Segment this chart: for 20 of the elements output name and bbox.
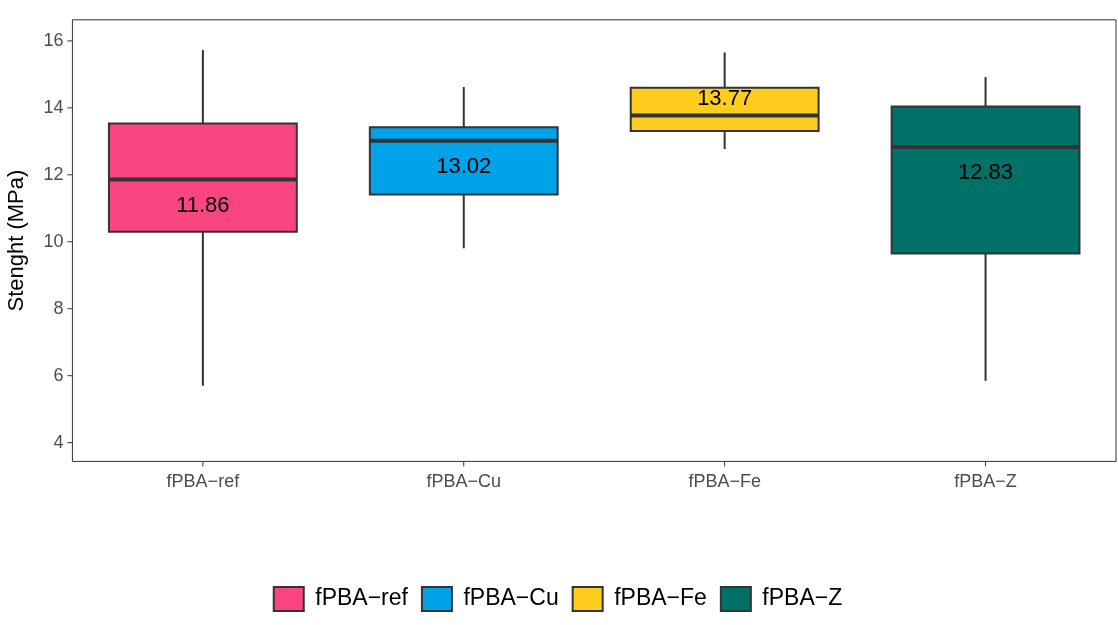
text: 13.02	[436, 152, 492, 178]
x-tick-label: fPBA−Cu	[426, 471, 502, 492]
legend-label: fPBA−Fe	[614, 584, 707, 611]
legend-label: fPBA−Cu	[463, 584, 559, 611]
y-axis-title: Stenght (MPa)	[3, 169, 29, 312]
y-tick-label: 4	[53, 431, 64, 452]
y-tick-label: 14	[43, 96, 64, 117]
y-tick-label: 10	[43, 230, 64, 251]
x-tick-label: fPBA−ref	[166, 471, 241, 492]
y-tick-label: 12	[43, 163, 64, 184]
text: 11.86	[176, 191, 230, 217]
y-tick-label: 8	[53, 297, 64, 318]
legend-label: fPBA−ref	[315, 584, 409, 611]
y-tick-label: 16	[43, 29, 64, 50]
text: 12.83	[958, 159, 1014, 185]
legend-label: fPBA−Z	[762, 584, 843, 611]
x-tick-label: fPBA−Z	[954, 471, 1017, 492]
text: 13.77	[697, 84, 753, 110]
y-tick-label: 6	[53, 364, 64, 385]
x-tick-label: fPBA−Fe	[688, 471, 761, 492]
